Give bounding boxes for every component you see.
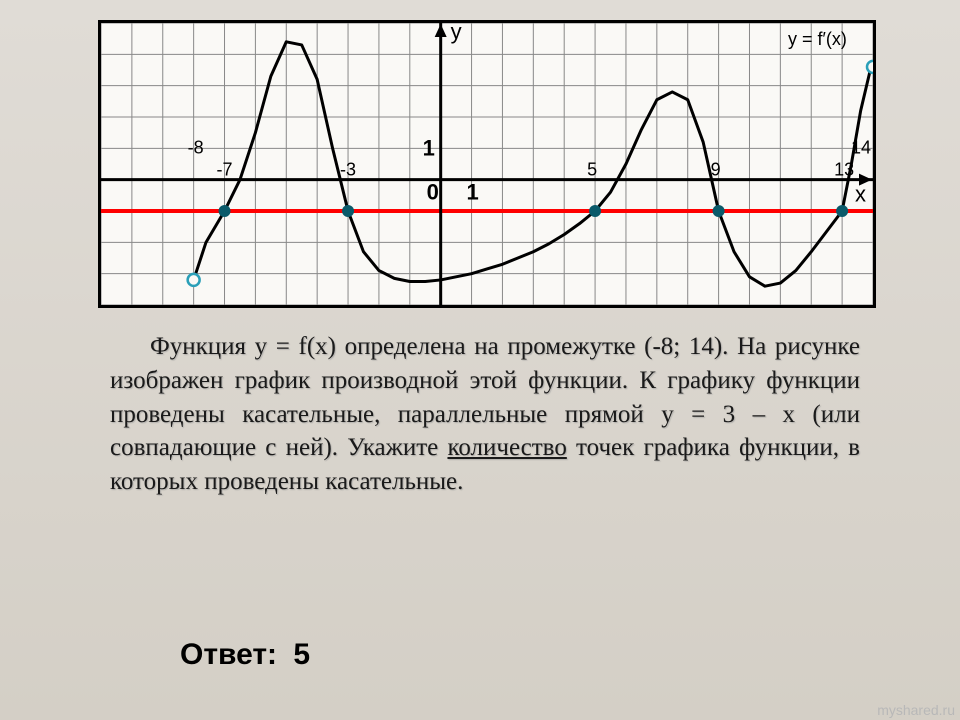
svg-text:-3: -3 xyxy=(340,160,356,180)
svg-text:y = f′(x): y = f′(x) xyxy=(788,29,847,49)
watermark: myshared.ru xyxy=(877,702,955,718)
problem-underlined: количество xyxy=(447,434,566,461)
answer-label: Ответ: xyxy=(180,638,277,671)
svg-text:y: y xyxy=(451,23,462,44)
answer-block: Ответ: 5 xyxy=(180,638,310,672)
svg-text:1: 1 xyxy=(467,180,479,205)
svg-text:14: 14 xyxy=(851,138,871,158)
svg-text:9: 9 xyxy=(711,160,721,180)
svg-text:0: 0 xyxy=(427,180,439,205)
problem-text: Функция у = f(x) определена на промежутк… xyxy=(110,330,860,499)
svg-text:13: 13 xyxy=(834,160,854,180)
svg-text:1: 1 xyxy=(423,135,435,160)
answer-value: 5 xyxy=(293,638,310,671)
svg-text:-8: -8 xyxy=(188,138,204,158)
svg-text:x: x xyxy=(855,182,866,207)
derivative-chart: 0 1 1 x y -7 -3 5 9 13 -8 14 y = f′(x) xyxy=(98,20,876,308)
chart-svg: 0 1 1 x y -7 -3 5 9 13 -8 14 y = f′(x) xyxy=(101,23,873,305)
svg-text:-7: -7 xyxy=(217,160,233,180)
svg-text:5: 5 xyxy=(587,160,597,180)
